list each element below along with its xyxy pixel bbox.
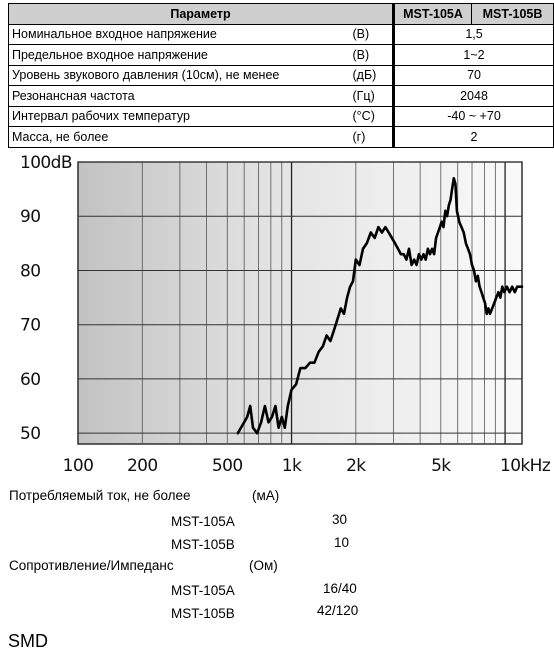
impedance-value-a: 16/40 [323, 581, 357, 596]
param-name: Уровень звукового давления (10см), не ме… [8, 64, 353, 86]
param-unit: (°C) [352, 105, 395, 127]
series-group [236, 177, 524, 435]
current-model-b: MST-105B [171, 537, 235, 552]
spec-table: Параметр MST-105A MST-105B Номинальное в… [7, 3, 554, 148]
table-row: Резонансная частота (Гц) 2048 [8, 85, 554, 107]
impedance-unit: (Ом) [249, 558, 278, 573]
x-tick-label: 10kHz [500, 456, 551, 476]
table-row: Уровень звукового давления (10см), не ме… [8, 64, 554, 86]
mount-type: SMD [8, 631, 48, 651]
y-tick-label: 100dB [20, 153, 72, 173]
header-model-a: MST-105A [392, 3, 473, 25]
param-value: 1~2 [392, 44, 554, 66]
x-tick-label: 200 [127, 456, 158, 476]
param-name: Предельное входное напряжение [8, 44, 353, 66]
impedance-model-b: MST-105B [171, 606, 235, 621]
x-tick-label: 1k [282, 456, 302, 476]
param-name: Номинальное входное напряжение [8, 23, 353, 45]
x-tick-label: 500 [212, 456, 243, 476]
y-tick-label: 50 [20, 424, 40, 444]
header-param: Параметр [7, 3, 395, 25]
table-row: Предельное входное напряжение (В) 1~2 [8, 44, 554, 66]
y-axis-ticks: 100dB 90 80 70 60 50 [20, 153, 73, 444]
table-row: Номинальное входное напряжение (В) 1,5 [8, 23, 554, 45]
param-name: Масса, не более [8, 126, 353, 148]
current-model-a: MST-105A [171, 514, 235, 529]
x-axis-ticks: 100 200 500 1k 2k 5k 10kHz [63, 456, 552, 476]
table-row: Масса, не более (г) 2 [8, 126, 554, 148]
param-name: Интервал рабочих температур [8, 105, 353, 127]
param-name: Резонансная частота [8, 85, 353, 107]
x-tick-label: 100 [63, 456, 94, 476]
y-tick-label: 80 [20, 261, 40, 281]
current-value-a: 30 [332, 512, 348, 527]
param-value: 1,5 [392, 23, 554, 45]
current-label: Потребляемый ток, не более [9, 488, 191, 503]
param-value: 2 [392, 126, 554, 148]
param-value: 2048 [392, 85, 554, 107]
param-unit: (В) [352, 44, 395, 66]
y-tick-label: 90 [20, 207, 40, 227]
table-header-row: Параметр MST-105A MST-105B [7, 3, 554, 25]
current-value-b: 10 [334, 535, 350, 550]
impedance-label: Сопротивление/Импеданс [9, 558, 174, 573]
param-unit: (В) [352, 23, 395, 45]
current-unit: (мА) [252, 488, 280, 503]
impedance-value-b: 42/120 [317, 603, 359, 618]
header-model-b: MST-105B [471, 3, 554, 25]
param-value: -40 ~ +70 [392, 105, 554, 127]
y-tick-label: 60 [20, 370, 40, 390]
param-unit: (г) [352, 126, 395, 148]
y-tick-label: 70 [20, 316, 40, 336]
series-line [236, 177, 524, 435]
frequency-response-chart: 100dB 90 80 70 60 50 100 200 500 1k 2k 5k 10kHz [20, 153, 552, 476]
param-value: 70 [392, 64, 554, 86]
param-unit: (Гц) [352, 85, 395, 107]
x-tick-label: 2k [346, 456, 366, 476]
impedance-model-a: MST-105A [171, 583, 235, 598]
x-tick-label: 5k [431, 456, 451, 476]
param-unit: (дБ) [352, 64, 395, 86]
table-row: Интервал рабочих температур (°C) -40 ~ +70 [8, 105, 554, 127]
